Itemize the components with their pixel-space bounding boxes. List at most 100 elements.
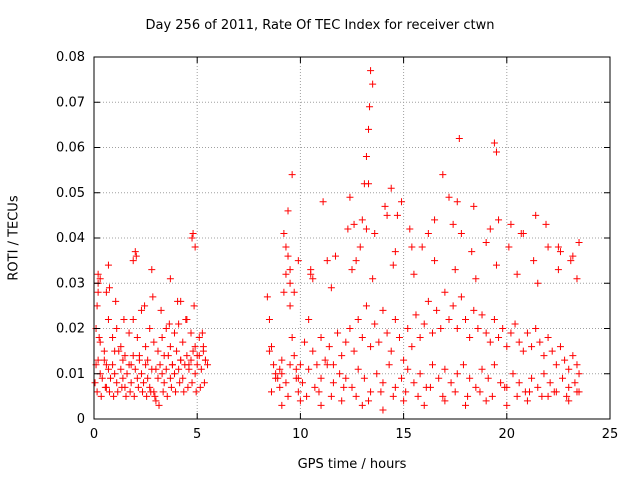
data-point: [305, 365, 313, 373]
x-tick-label: 10: [292, 427, 309, 442]
data-point: [391, 315, 399, 323]
data-point: [464, 392, 472, 400]
data-point: [418, 243, 426, 251]
x-tick-label: 15: [395, 427, 412, 442]
data-point: [336, 370, 344, 378]
data-point: [505, 243, 513, 251]
data-point: [398, 374, 406, 382]
data-point: [131, 365, 139, 373]
data-point: [307, 270, 315, 278]
data-point: [179, 338, 187, 346]
data-point: [282, 270, 290, 278]
data-point: [204, 361, 212, 369]
data-point: [126, 388, 134, 396]
data-point: [515, 379, 523, 387]
data-point: [170, 329, 178, 337]
data-point: [182, 315, 190, 323]
data-point: [404, 365, 412, 373]
data-point: [284, 252, 292, 260]
data-point: [276, 383, 284, 391]
data-point: [416, 370, 424, 378]
data-point: [544, 392, 552, 400]
data-point: [435, 374, 443, 382]
y-tick-label: 0.08: [56, 50, 85, 65]
data-point: [573, 275, 581, 283]
data-point: [165, 320, 173, 328]
data-point: [93, 388, 101, 396]
data-point: [265, 315, 273, 323]
data-point: [402, 388, 410, 396]
data-point: [575, 239, 583, 247]
data-point: [358, 216, 366, 224]
data-point: [185, 361, 193, 369]
data-point: [133, 374, 141, 382]
data-point: [159, 388, 167, 396]
data-point: [180, 388, 188, 396]
data-point: [118, 383, 126, 391]
data-point: [139, 388, 147, 396]
data-point: [385, 361, 393, 369]
data-point: [137, 370, 145, 378]
data-point: [119, 356, 127, 364]
data-point: [309, 275, 317, 283]
data-point: [478, 365, 486, 373]
data-point: [573, 361, 581, 369]
data-point: [552, 361, 560, 369]
data-point: [449, 220, 457, 228]
data-point: [503, 343, 511, 351]
data-point: [309, 347, 317, 355]
data-point: [282, 379, 290, 387]
data-point: [449, 302, 457, 310]
data-point: [192, 388, 200, 396]
data-point: [561, 356, 569, 364]
data-point: [296, 361, 304, 369]
data-point: [342, 338, 350, 346]
data-point: [410, 270, 418, 278]
data-point: [166, 343, 174, 351]
x-tick-label: 5: [193, 427, 201, 442]
data-point: [286, 279, 294, 287]
data-point: [466, 374, 474, 382]
data-point: [290, 288, 298, 296]
data-point: [191, 343, 199, 351]
data-point: [270, 361, 278, 369]
data-point: [495, 334, 503, 342]
data-point: [189, 229, 197, 237]
data-point: [563, 392, 571, 400]
data-point: [197, 365, 205, 373]
data-point: [381, 202, 389, 210]
data-point: [177, 297, 185, 305]
data-point: [437, 325, 445, 332]
data-point: [550, 388, 558, 396]
data-point: [486, 338, 494, 346]
data-point: [383, 329, 391, 337]
data-point: [565, 383, 573, 391]
data-point: [348, 266, 356, 274]
data-point: [105, 284, 113, 292]
data-point: [141, 302, 149, 310]
data-point: [459, 361, 467, 369]
data-point: [342, 374, 350, 382]
data-point: [319, 198, 327, 206]
data-point: [431, 257, 439, 265]
data-point: [338, 397, 346, 405]
data-point: [201, 356, 209, 364]
data-point: [144, 374, 152, 382]
data-point: [286, 302, 294, 310]
data-point: [428, 361, 436, 369]
data-point: [404, 325, 412, 332]
data-point: [284, 207, 292, 215]
data-point: [490, 139, 498, 147]
data-point: [490, 361, 498, 369]
data-point: [173, 347, 181, 355]
data-point: [439, 392, 447, 400]
data-point: [400, 397, 408, 405]
data-point: [167, 383, 175, 391]
data-point: [387, 184, 395, 192]
data-point: [406, 225, 414, 233]
data-point: [150, 338, 158, 346]
data-point: [453, 198, 461, 206]
data-point: [317, 334, 325, 342]
data-point: [154, 347, 162, 355]
